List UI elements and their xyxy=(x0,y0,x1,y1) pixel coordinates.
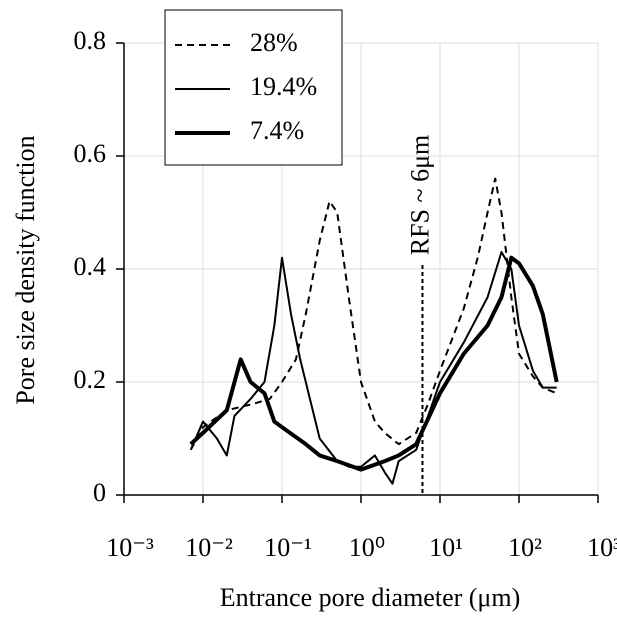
annotation-text: RFS ~ 6μm xyxy=(405,135,434,256)
x-tick-label: 10⁻³ xyxy=(106,533,154,562)
x-tick-label: 10⁻² xyxy=(185,533,233,562)
legend-label: 7.4% xyxy=(250,116,304,145)
series-line xyxy=(189,177,558,451)
y-tick-label: 0.6 xyxy=(74,139,107,168)
x-tick-label: 10⁻¹ xyxy=(264,533,312,562)
y-tick-label: 0 xyxy=(93,478,106,507)
y-tick-label: 0.8 xyxy=(74,26,107,55)
x-tick-label: 10⁰ xyxy=(349,533,385,562)
legend-label: 28% xyxy=(250,28,298,57)
y-tick-label: 0.2 xyxy=(74,365,107,394)
x-tick-label: 10² xyxy=(508,533,542,562)
x-axis-label: Entrance pore diameter (μm) xyxy=(220,583,521,612)
x-tick-label: 10³ xyxy=(587,533,617,562)
legend-box xyxy=(164,9,343,166)
x-tick-label: 10¹ xyxy=(429,533,463,562)
legend-label: 19.4% xyxy=(250,72,317,101)
y-tick-label: 0.4 xyxy=(74,252,107,281)
series-line xyxy=(189,255,559,472)
y-axis-label: Pore size density function xyxy=(11,135,40,404)
